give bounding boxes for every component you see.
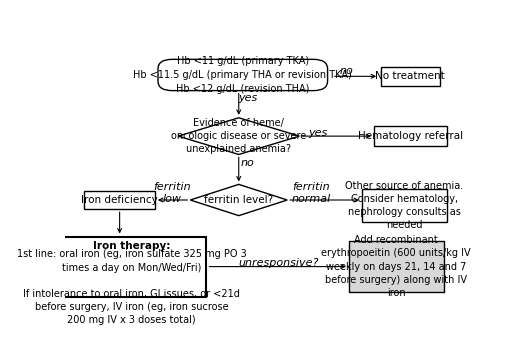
Text: yes: yes xyxy=(308,127,327,138)
Text: No treatment: No treatment xyxy=(376,71,445,81)
Text: yes: yes xyxy=(238,93,257,103)
Text: no: no xyxy=(241,157,254,168)
Text: Iron deficiency: Iron deficiency xyxy=(81,195,158,205)
Text: ferritin
normal: ferritin normal xyxy=(292,183,331,204)
Bar xyxy=(381,67,440,86)
Text: Other source of anemia.
Consider hematology,
nephrology consults as
needed: Other source of anemia. Consider hematol… xyxy=(345,181,463,230)
Text: Hb <11 g/dL (primary TKA)
Hb <11.5 g/dL (primary THA or revision TKA)
Hb <12 g/d: Hb <11 g/dL (primary TKA) Hb <11.5 g/dL … xyxy=(133,56,352,94)
Text: ferritin level?: ferritin level? xyxy=(204,195,274,205)
Text: Hematology referral: Hematology referral xyxy=(358,131,463,141)
Text: Add recombinant
erythropoeitin (600 units/kg IV
weekly on days 21, 14 and 7
befo: Add recombinant erythropoeitin (600 unit… xyxy=(321,235,471,298)
Text: unresponsive?: unresponsive? xyxy=(238,258,318,268)
Text: Iron therapy:: Iron therapy: xyxy=(93,241,170,251)
Bar xyxy=(374,126,446,146)
Text: Evidence of heme/
oncologic disease or severe
unexplained anemia?: Evidence of heme/ oncologic disease or s… xyxy=(171,118,306,154)
Bar xyxy=(349,241,444,292)
Bar xyxy=(362,189,446,222)
Polygon shape xyxy=(178,118,299,155)
Bar xyxy=(84,191,155,209)
FancyBboxPatch shape xyxy=(158,59,328,91)
Text: no: no xyxy=(339,66,353,76)
Polygon shape xyxy=(190,184,287,216)
Bar xyxy=(57,237,206,297)
Text: ferritin
low: ferritin low xyxy=(153,183,191,204)
Text: 1st line: oral iron (eg, iron sulfate 325 mg PO 3
times a day on Mon/Wed/Fri)

I: 1st line: oral iron (eg, iron sulfate 32… xyxy=(17,250,246,325)
